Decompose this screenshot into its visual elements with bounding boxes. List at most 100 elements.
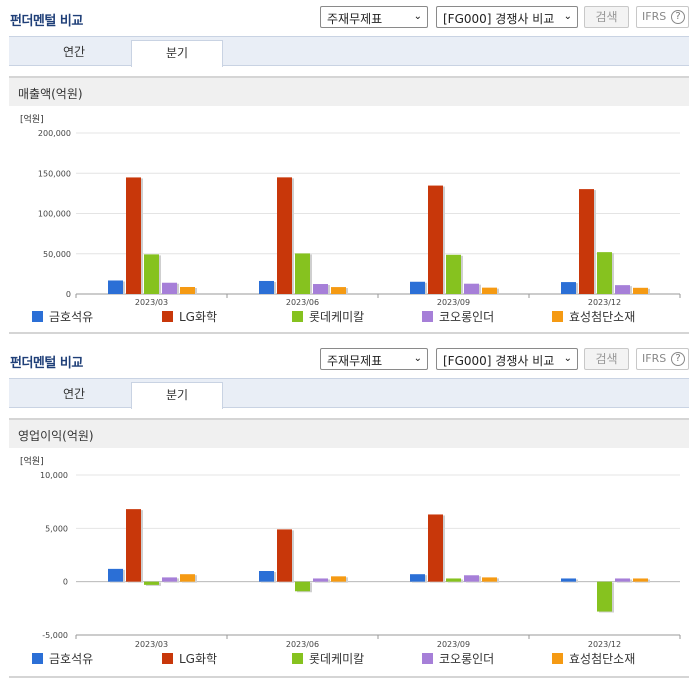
legend-swatch [552,653,563,664]
legend-label: 롯데케미칼 [309,652,365,666]
legend-label: LG화학 [179,310,218,324]
bar [295,253,310,294]
bar [410,281,425,294]
y-tick-label: 200,000 [38,129,71,138]
bar [464,283,479,294]
legend-label: 효성첨단소재 [569,310,636,324]
bar [313,284,328,294]
bar [464,575,479,582]
legend-swatch [162,653,173,664]
revenue-panel: 펀더멘털 비교 주재무제표 ⌄ [FG000] 경쟁사 비교 ⌄ 검색 IFRS… [0,0,696,340]
legend-swatch [162,311,173,322]
bar [144,254,159,294]
y-tick-label: 0 [63,578,68,587]
legend-item[interactable]: 롯데케미칼 [292,650,364,667]
period-tabs: 연간 분기 [9,378,689,409]
bar [633,578,648,582]
chart-legend: 금호석유 LG화학 롯데케미칼 코오롱인더 효성첨단소재 [0,650,696,670]
bar [482,577,497,582]
peer-group-select[interactable]: [FG000] 경쟁사 비교 ⌄ [436,348,578,370]
peer-group-select[interactable]: [FG000] 경쟁사 비교 ⌄ [436,6,578,28]
revenue-chart: [억원] 0 50,000 100,000 150,000 200,000 2023/03 2… [20,113,681,307]
y-unit-label: [억원] [20,113,44,125]
operating-profit-panel: 펀더멘털 비교 주재무제표 ⌄ [FG000] 경쟁사 비교 ⌄ 검색 IFRS… [0,342,696,684]
statement-select-value: 주재무제표 [327,12,383,26]
legend-item[interactable]: 효성첨단소재 [552,650,635,667]
bar [410,574,425,582]
bar [561,282,576,294]
ifrs-help-button[interactable]: IFRS ? [636,6,689,28]
legend-label: 금호석유 [49,310,94,324]
statement-select[interactable]: 주재무제표 ⌄ [320,6,428,28]
legend-label: LG화학 [179,652,218,666]
x-tick-label: 2023/12 [588,298,621,307]
legend-item[interactable]: 효성첨단소재 [552,308,635,325]
bar [277,177,292,294]
bar [331,287,346,294]
x-tick-label: 2023/06 [286,640,319,649]
legend-item[interactable]: LG화학 [162,650,217,667]
legend-swatch [422,311,433,322]
legend-swatch [32,653,43,664]
bar [579,189,594,294]
y-tick-label: 5,000 [45,524,68,533]
ifrs-label: IFRS [642,10,667,23]
panel-title: 펀더멘털 비교 [10,356,83,371]
period-tabs: 연간 분기 [9,36,689,67]
bar [259,280,274,294]
x-tick-label: 2023/12 [588,640,621,649]
bar [428,185,443,294]
bar [446,254,461,294]
legend-swatch [292,653,303,664]
legend-item[interactable]: 금호석유 [32,308,93,325]
legend-item[interactable]: 롯데케미칼 [292,308,364,325]
operating-profit-chart: [억원] -5,000 0 5,000 10,000 2023/03 2023/06 2023… [20,455,681,649]
chart-heading: 매출액(억원) [9,76,689,106]
legend-item[interactable]: 코오롱인더 [422,650,494,667]
tab-annual[interactable]: 연간 [62,387,86,401]
x-tick-label: 2023/09 [437,298,470,307]
search-button[interactable]: 검색 [584,6,629,28]
x-tick-label: 2023/03 [135,298,168,307]
tab-annual[interactable]: 연간 [62,45,86,59]
bar [144,581,159,585]
legend-item[interactable]: LG화학 [162,308,217,325]
bar [313,578,328,582]
legend-swatch [422,653,433,664]
legend-item[interactable]: 금호석유 [32,650,93,667]
bar [615,285,630,294]
ifrs-help-button[interactable]: IFRS ? [636,348,689,370]
bar [597,581,612,612]
help-icon: ? [671,10,685,24]
statement-select[interactable]: 주재무제표 ⌄ [320,348,428,370]
help-icon: ? [671,352,685,366]
bar [126,509,141,582]
chevron-down-icon: ⌄ [413,353,422,364]
bar [277,529,292,582]
tab-quarterly[interactable]: 분기 [131,40,223,67]
peer-group-select-value: [FG000] 경쟁사 비교 [443,12,555,26]
tab-quarterly[interactable]: 분기 [131,382,223,409]
bar [331,576,346,582]
bar [126,177,141,294]
search-button[interactable]: 검색 [584,348,629,370]
bar [633,287,648,294]
bar [446,578,461,582]
chart-heading: 영업이익(억원) [9,418,689,448]
legend-swatch [552,311,563,322]
legend-item[interactable]: 코오롱인더 [422,308,494,325]
bar [108,280,123,294]
y-tick-label: 0 [66,290,71,299]
peer-group-select-value: [FG000] 경쟁사 비교 [443,354,555,368]
panel-title: 펀더멘털 비교 [10,14,83,29]
y-tick-label: 10,000 [40,471,68,480]
chevron-down-icon: ⌄ [413,11,422,22]
legend-label: 금호석유 [49,652,94,666]
y-tick-label: 150,000 [38,169,71,178]
bar [180,286,195,294]
section-divider [9,332,689,334]
x-tick-label: 2023/06 [286,298,319,307]
legend-swatch [32,311,43,322]
bar [180,574,195,582]
legend-label: 롯데케미칼 [309,310,365,324]
